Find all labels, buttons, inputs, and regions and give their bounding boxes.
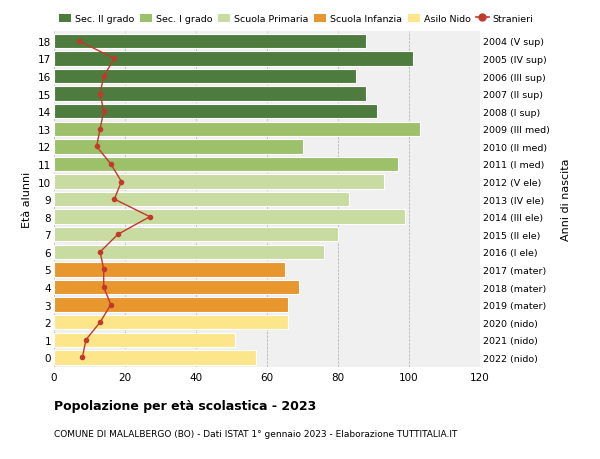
Bar: [54, 280, 299, 295]
Bar: [54, 315, 288, 330]
Legend: Sec. II grado, Sec. I grado, Scuola Primaria, Scuola Infanzia, Asilo Nido, Stran: Sec. II grado, Sec. I grado, Scuola Prim…: [59, 15, 533, 24]
Bar: [54, 70, 356, 84]
Bar: [54, 52, 413, 67]
Bar: [54, 228, 338, 242]
Bar: [54, 210, 406, 224]
Text: COMUNE DI MALALBERGO (BO) - Dati ISTAT 1° gennaio 2023 - Elaborazione TUTTITALIA: COMUNE DI MALALBERGO (BO) - Dati ISTAT 1…: [54, 429, 457, 438]
Bar: [54, 245, 324, 259]
Bar: [54, 350, 256, 365]
Bar: [54, 87, 367, 101]
Bar: [54, 140, 302, 154]
Y-axis label: Anni di nascita: Anni di nascita: [561, 158, 571, 241]
Bar: [54, 157, 398, 172]
Bar: [54, 333, 235, 347]
Bar: [54, 34, 367, 49]
Bar: [54, 105, 377, 119]
Bar: [54, 192, 349, 207]
Bar: [54, 175, 384, 189]
Text: Popolazione per età scolastica - 2023: Popolazione per età scolastica - 2023: [54, 399, 316, 412]
Y-axis label: Età alunni: Età alunni: [22, 172, 32, 228]
Bar: [54, 298, 288, 312]
Bar: [54, 263, 285, 277]
Bar: [54, 122, 419, 137]
